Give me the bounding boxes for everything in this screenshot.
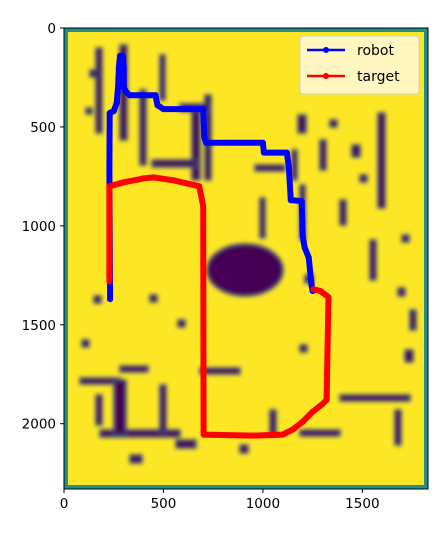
legend-label-robot: robot	[357, 43, 394, 59]
data-point-robot-4	[110, 108, 117, 115]
data-point-target-17	[317, 288, 324, 295]
data-point-robot-18	[201, 133, 208, 140]
plot-frame	[63, 27, 429, 490]
data-point-robot-25	[298, 198, 305, 205]
data-point-robot-26	[299, 232, 306, 239]
data-point-target-0	[106, 278, 113, 285]
data-point-robot-17	[200, 106, 207, 113]
y-axis: 0 500 1000 1500 2000	[22, 21, 64, 433]
data-point-robot-19	[203, 139, 210, 146]
data-point-target-5	[170, 177, 177, 184]
series-layer	[106, 52, 332, 439]
legend-entry-robot: robot	[307, 43, 394, 59]
x-axis: 0 500 1000 1500	[60, 489, 380, 512]
data-point-robot-6	[115, 84, 122, 91]
data-point-robot-16	[160, 106, 167, 113]
legend: robot target	[299, 35, 420, 95]
data-point-robot-21	[260, 149, 267, 156]
data-point-target-10	[279, 431, 286, 438]
data-point-robot-14	[152, 92, 159, 99]
data-point-target-4	[150, 174, 157, 181]
data-point-robot-12	[122, 88, 129, 95]
data-point-target-11	[289, 426, 296, 433]
data-point-robot-9	[119, 52, 126, 59]
x-tick-label: 1500	[345, 496, 379, 512]
x-tick-label: 500	[151, 496, 177, 512]
data-point-robot-23	[285, 163, 292, 170]
x-tick-label: 0	[60, 496, 69, 512]
y-tick-label: 1500	[22, 318, 56, 334]
data-point-robot-7	[115, 64, 122, 71]
legend-label-target: target	[357, 69, 400, 85]
data-point-target-9	[250, 432, 256, 439]
data-point-robot-22	[283, 149, 290, 156]
data-point-target-6	[196, 183, 203, 190]
data-point-target-2	[120, 179, 127, 186]
data-point-target-3	[140, 175, 147, 182]
occupancy-map-image	[64, 28, 428, 489]
data-point-target-18	[310, 286, 317, 293]
data-point-robot-20	[259, 139, 266, 146]
data-point-robot-13	[126, 92, 133, 99]
data-point-target-16	[325, 294, 332, 301]
y-tick-label: 2000	[22, 417, 56, 433]
data-point-robot-28	[305, 254, 312, 261]
data-point-target-1	[106, 183, 113, 190]
data-point-robot-24	[287, 197, 294, 204]
data-point-target-14	[319, 400, 326, 407]
y-tick-label: 0	[47, 21, 56, 37]
data-point-target-12	[299, 418, 306, 425]
y-tick-label: 1000	[22, 219, 56, 235]
x-tick-label: 1000	[246, 496, 280, 512]
y-tick-label: 500	[30, 120, 56, 136]
data-point-robot-15	[154, 102, 161, 109]
data-point-target-7	[200, 203, 207, 210]
data-point-robot-10	[120, 64, 127, 71]
data-point-target-13	[309, 408, 316, 415]
data-point-target-8	[200, 431, 207, 438]
data-point-robot-5	[113, 100, 120, 107]
data-point-robot-2	[106, 163, 113, 170]
data-point-robot-0	[107, 296, 114, 303]
legend-entry-target: target	[307, 69, 400, 85]
data-point-robot-27	[301, 244, 308, 251]
data-point-target-15	[323, 397, 330, 403]
